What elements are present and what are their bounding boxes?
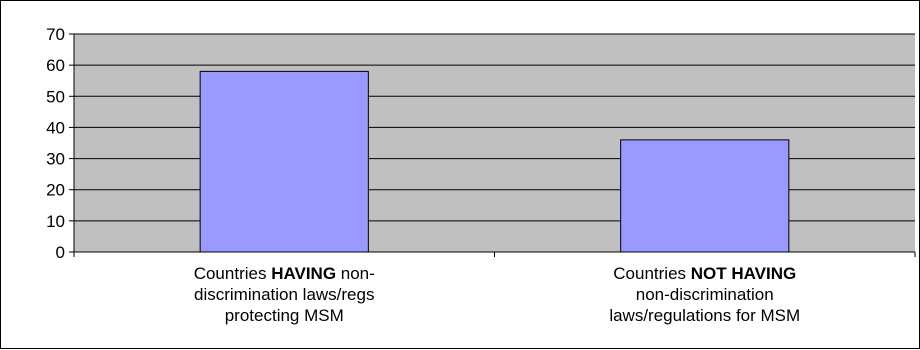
x-tick-label-bold-run: NOT HAVING [690, 264, 797, 283]
x-tick-label-line: discrimination laws/regs [134, 284, 434, 305]
bar [620, 139, 790, 253]
y-tick-label: 10 [46, 212, 65, 231]
x-tick-label-run: Countries [613, 264, 691, 283]
x-tick-label-bold-run: HAVING [271, 264, 337, 283]
plot-area: 0 10 20 30 40 50 60 70 [46, 25, 916, 262]
x-tick-label-line: Countries HAVING non- [134, 263, 434, 284]
x-tick-label-line: protecting MSM [134, 305, 434, 326]
x-tick-label-run: laws/regulations for MSM [609, 306, 801, 325]
x-tick-label-line: Countries NOT HAVING [555, 263, 855, 284]
x-tick-label-run: protecting MSM [224, 306, 344, 325]
y-tick-label: 60 [46, 56, 65, 75]
y-tick-label: 0 [56, 243, 65, 262]
y-tick-label: 50 [46, 87, 65, 106]
y-tick-label: 20 [46, 181, 65, 200]
bar [199, 70, 369, 253]
x-tick-label-line: non-discrimination [555, 284, 855, 305]
x-tick-label-line: laws/regulations for MSM [555, 305, 855, 326]
y-tick-label: 70 [46, 25, 65, 44]
y-tick-label: 40 [46, 118, 65, 137]
x-tick-label: Countries NOT HAVING non-discrimination la… [555, 263, 855, 326]
x-tick-label-run: non- [336, 264, 375, 283]
x-tick-label-run: discrimination laws/regs [194, 285, 375, 304]
x-tick-label: Countries HAVING non-discrimination laws… [134, 263, 434, 326]
x-tick-label-run: Countries [193, 264, 272, 283]
y-tick-label: 30 [46, 150, 65, 169]
x-tick-label-run: non-discrimination [635, 285, 774, 304]
